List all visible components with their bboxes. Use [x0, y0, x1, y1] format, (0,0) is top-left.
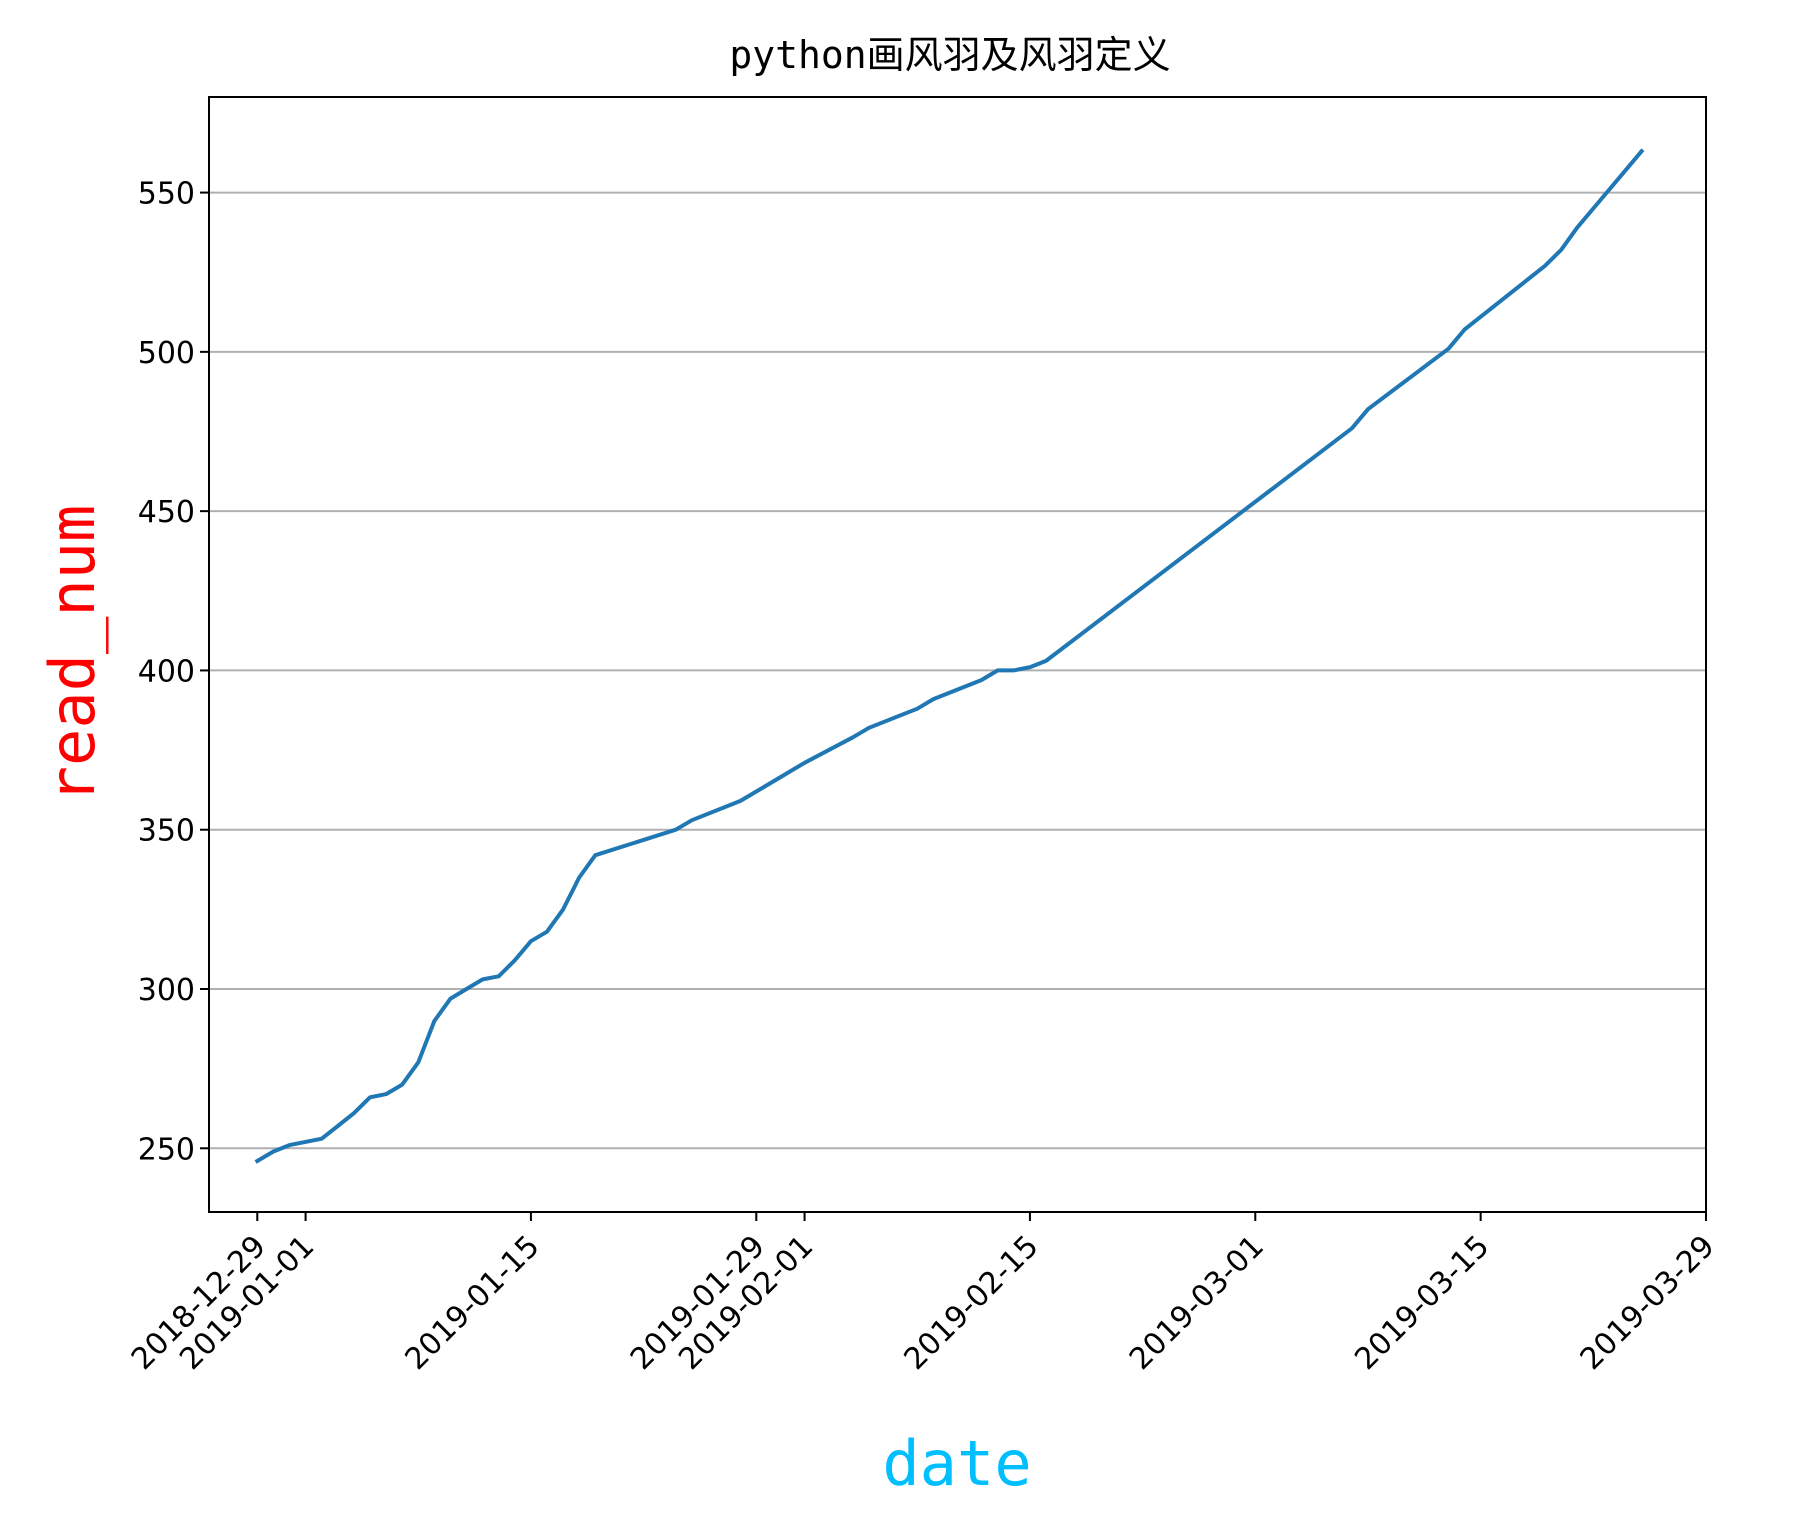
x-tick-label: 2019-01-15 [399, 1229, 547, 1377]
y-tick-label: 550 [138, 177, 195, 212]
series-group [254, 148, 1645, 1164]
grid-lines [209, 191, 1706, 1150]
x-tick-label: 2019-03-29 [1574, 1229, 1722, 1377]
y-tick-label: 450 [138, 495, 195, 530]
y-tick-label: 400 [138, 654, 195, 689]
y-tick-label: 250 [138, 1132, 195, 1167]
chart-title: python画风羽及风羽定义 [729, 33, 1170, 77]
y-tick-label: 500 [138, 336, 195, 371]
x-axis-label: date [882, 1427, 1031, 1500]
x-tick-label: 2019-03-01 [1123, 1229, 1271, 1377]
x-tick-label: 2019-02-15 [898, 1229, 1046, 1377]
series-line [254, 148, 1645, 1164]
x-tick-label: 2019-03-15 [1348, 1229, 1496, 1377]
y-tick-label: 350 [138, 814, 195, 849]
y-axis-label: read_num [36, 505, 109, 804]
y-axis: 250 300 350 400 450 500 550 [138, 177, 209, 1167]
y-tick-label: 300 [138, 973, 195, 1008]
plot-area [208, 96, 1707, 1213]
